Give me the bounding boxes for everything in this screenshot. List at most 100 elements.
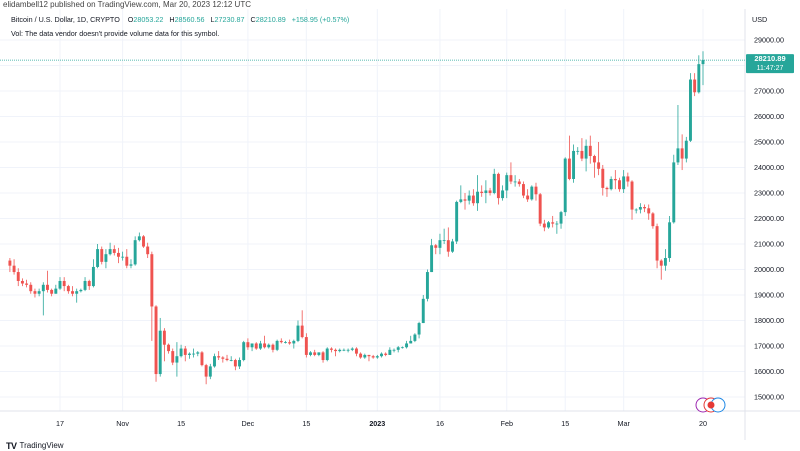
candle-body: [313, 352, 317, 355]
candle-body: [208, 366, 212, 377]
tradingview-logo-icon[interactable]: TV: [6, 440, 17, 451]
last-price-tag: 28210.89 11:47:27: [746, 54, 794, 74]
candle-body: [609, 178, 613, 190]
candle-body: [58, 280, 62, 289]
candle-body: [634, 209, 638, 211]
candle-body: [547, 222, 550, 228]
candle-body: [421, 298, 425, 324]
candle-body: [526, 195, 530, 200]
candle-body: [417, 323, 421, 335]
candle-body: [693, 79, 697, 93]
candle-body: [413, 334, 417, 341]
candle-body: [622, 176, 626, 190]
candlestick-chart[interactable]: 15000.00 16000.00 17000.00 18000.00 19000.00…: [0, 9, 800, 440]
candle-body: [668, 222, 672, 259]
candle-body: [651, 213, 655, 227]
candle-body: [83, 280, 87, 290]
candle-body: [41, 284, 45, 292]
time-tick-label: 17: [56, 419, 64, 428]
high-value: 28560.56: [175, 15, 205, 24]
candle-body: [492, 173, 496, 193]
candle-body: [129, 264, 133, 266]
grid-lines: [0, 9, 745, 411]
time-tick-label: Feb: [501, 419, 513, 428]
candle-body: [292, 340, 296, 344]
candle-body: [572, 150, 576, 179]
candle-body: [505, 175, 509, 191]
candle-body: [171, 351, 175, 363]
price-axis[interactable]: 15000.00 16000.00 17000.00 18000.00 19000.00…: [754, 36, 784, 402]
candle-body: [284, 342, 287, 343]
brand-label[interactable]: TradingView: [19, 441, 64, 450]
candle-body: [100, 249, 104, 262]
candle-body: [580, 150, 584, 159]
candle-body: [613, 178, 617, 181]
candle-body: [71, 291, 74, 294]
candle-body: [66, 286, 70, 292]
candle-body: [551, 222, 555, 224]
candle-body: [350, 348, 354, 350]
high-label: H: [169, 15, 174, 24]
price-tick-label: 18000.00: [754, 316, 784, 325]
candle-body: [405, 343, 409, 348]
candle-body: [87, 280, 91, 287]
price-tick-label: 17000.00: [754, 342, 784, 351]
candle-body: [480, 191, 484, 193]
time-axis[interactable]: 17 Nov 15 Dec 15 2023 16 Feb 15 Mar 20: [56, 419, 707, 428]
candle-body: [605, 187, 609, 190]
candle-body: [221, 357, 225, 359]
candle-body: [409, 340, 413, 344]
candle-body: [125, 256, 129, 266]
candle-body: [150, 254, 154, 307]
candle-body: [689, 79, 692, 141]
candle-body: [20, 280, 24, 284]
candle-body: [442, 240, 446, 241]
candle-body: [317, 352, 321, 355]
candle-body: [446, 240, 450, 252]
candle-body: [279, 340, 283, 343]
events-flags-icon[interactable]: [695, 397, 726, 413]
candle-body: [62, 280, 66, 287]
volume-note: Vol: The data vendor doesn't provide vol…: [11, 29, 219, 38]
candle-body: [584, 145, 588, 159]
symbol-title: Bitcoin / U.S. Dollar, 1D, CRYPTO: [11, 15, 120, 24]
candle-body: [33, 291, 37, 294]
candle-body: [267, 344, 271, 348]
close-label: C: [251, 15, 256, 24]
candle-body: [471, 195, 475, 204]
candle-body: [192, 353, 196, 355]
candle-body: [559, 212, 563, 224]
candle-body: [238, 360, 242, 367]
candle-body: [588, 145, 592, 157]
candle-body: [430, 245, 434, 273]
candle-body: [555, 223, 559, 225]
candle-body: [321, 352, 325, 361]
price-tick-label: 29000.00: [754, 36, 784, 45]
candle-body: [463, 199, 467, 201]
candle-body: [375, 356, 379, 358]
candle-body: [438, 240, 442, 248]
time-tick-label: 15: [177, 419, 185, 428]
candle-body: [346, 349, 350, 351]
candle-body: [271, 344, 275, 350]
candle-body: [296, 325, 300, 341]
candle-body: [425, 272, 429, 299]
candle-body: [79, 289, 83, 292]
price-tick-label: 19000.00: [754, 291, 784, 300]
price-tick-label: 24000.00: [754, 163, 784, 172]
open-label: O: [128, 15, 134, 24]
candle-body: [263, 343, 267, 348]
footer: TV TradingView: [6, 440, 64, 451]
open-value: 28053.22: [133, 15, 163, 24]
candle-body: [46, 284, 49, 290]
candle-body: [663, 258, 667, 266]
candle-body: [275, 340, 279, 350]
publish-line: elidambell12 published on TradingView.co…: [3, 0, 251, 9]
candle-body: [501, 190, 505, 199]
candle-body: [517, 181, 521, 185]
candle-body: [91, 266, 95, 287]
candle-body: [638, 207, 642, 210]
candle-body: [167, 344, 171, 352]
candle-body: [217, 356, 221, 358]
time-tick-label: Dec: [241, 419, 254, 428]
